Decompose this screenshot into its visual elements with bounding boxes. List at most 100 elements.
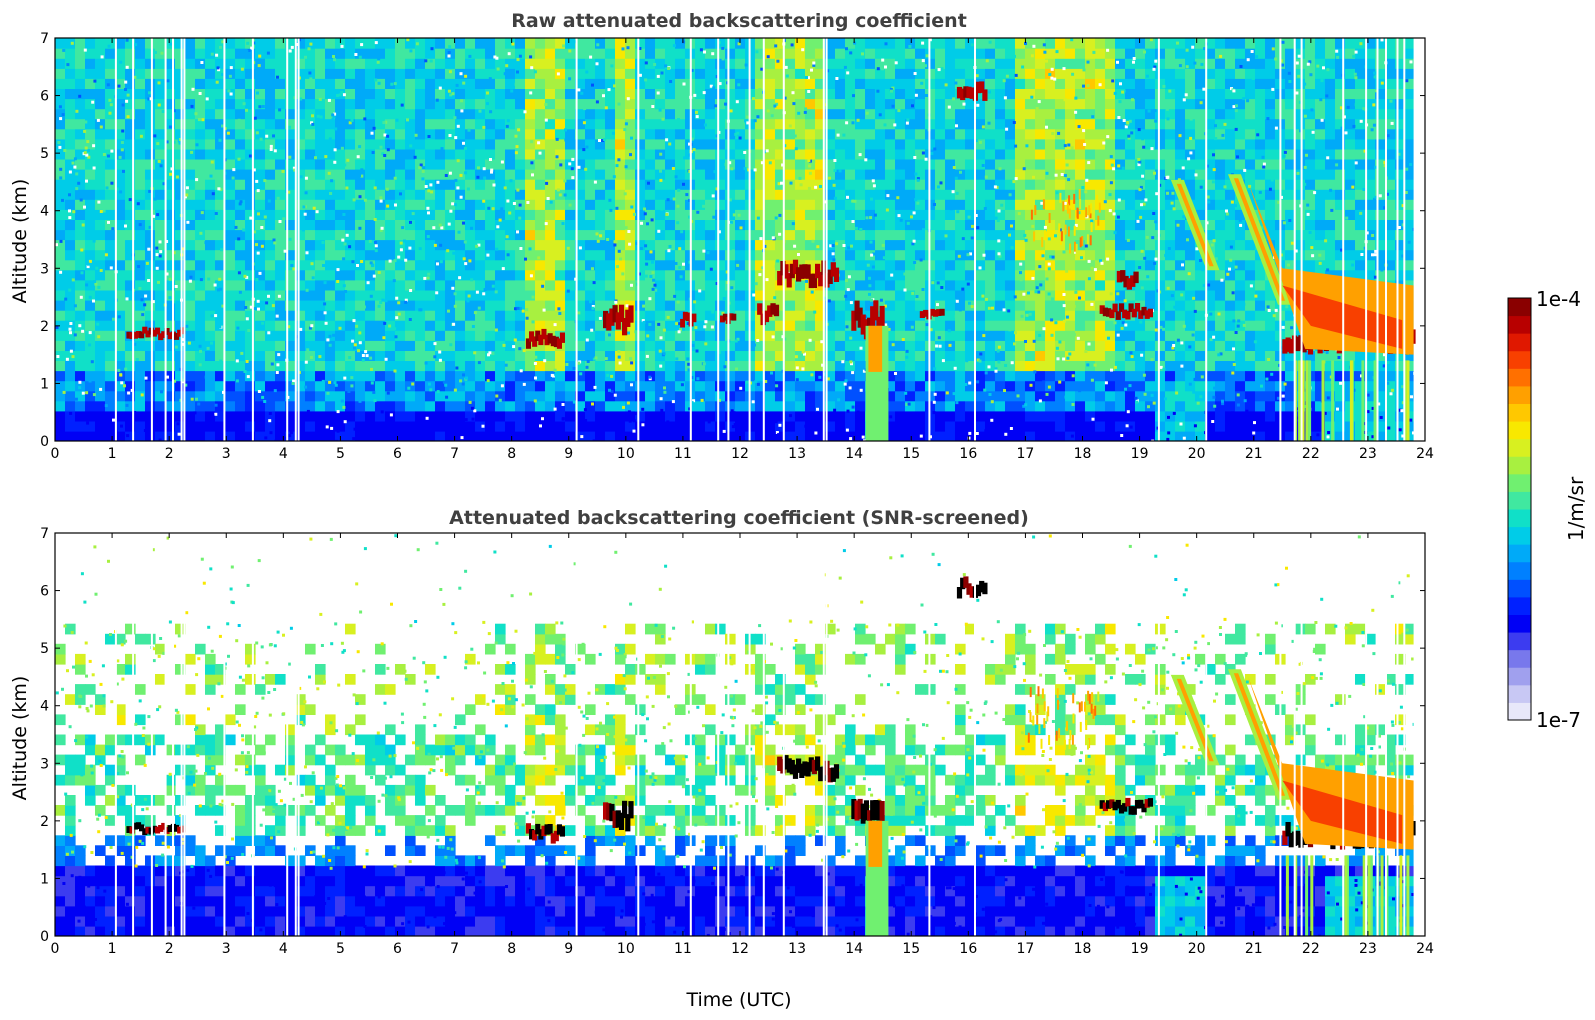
colorbar-step — [1508, 596, 1531, 615]
cloud-layer — [757, 303, 763, 315]
cloud-layer — [870, 306, 876, 327]
virga-streak — [1068, 195, 1071, 206]
cloud-layer — [559, 332, 565, 343]
cloud-layer — [547, 333, 553, 344]
cloud-layer — [808, 757, 814, 772]
colorbar-step — [1508, 368, 1531, 387]
virga-streak — [1060, 231, 1063, 242]
cloud-layer — [796, 267, 802, 282]
cloud-layer — [966, 583, 972, 595]
virga-streak — [1072, 713, 1075, 724]
data-gap-line — [1293, 533, 1296, 936]
cloud-layer — [1285, 337, 1291, 352]
x-tick-label: 15 — [902, 446, 920, 462]
cloud-layer — [132, 822, 138, 830]
cloud-layer — [550, 833, 556, 844]
cloud-layer — [532, 336, 538, 347]
colorbar-step — [1508, 315, 1531, 334]
colorbar: 1e-4 1e-7 1/m/sr — [1507, 287, 1588, 732]
cloud-layer — [556, 338, 562, 349]
colorbar-step — [1508, 385, 1531, 404]
data-gap-line — [1385, 38, 1387, 441]
cloud-layer — [827, 269, 833, 284]
data-gap-line — [1205, 38, 1208, 441]
x-tick-label: 23 — [1359, 941, 1377, 957]
cloud-layer — [622, 318, 628, 336]
cloud-layer — [879, 801, 885, 822]
virga-streak — [1084, 701, 1086, 712]
virga-streak — [1030, 209, 1033, 220]
cloud-layer — [830, 262, 836, 277]
data-gap-line — [727, 533, 730, 936]
cloud-layer — [728, 313, 734, 321]
cloud-layer — [1138, 310, 1144, 319]
cloud-layer — [538, 829, 544, 840]
x-tick-label: 2 — [165, 446, 174, 462]
data-gap-line — [172, 533, 174, 936]
cloud-layer — [1118, 804, 1125, 814]
data-gap-line — [1396, 38, 1399, 441]
cloud-layer — [873, 800, 879, 821]
cloud-layer — [606, 803, 612, 821]
cloud-layer — [1120, 270, 1126, 282]
colorbar-step — [1508, 526, 1531, 545]
virga-streak — [1090, 203, 1093, 214]
cloud-layer — [167, 825, 173, 832]
cloud-layer — [1099, 800, 1105, 809]
colorbar-step — [1508, 509, 1531, 528]
virga-streak — [1044, 230, 1046, 241]
x-tick-label: 23 — [1359, 446, 1377, 462]
cloud-layer — [145, 826, 151, 834]
colorbar-step — [1508, 667, 1531, 686]
cloud-layer — [805, 264, 811, 279]
data-gap-line — [1157, 533, 1160, 936]
virga-streak — [1040, 738, 1043, 749]
virga-streak — [1048, 213, 1051, 223]
cloud-layer — [618, 304, 625, 322]
cloud-layer — [135, 331, 142, 338]
cloud-layer — [151, 329, 157, 337]
x-tick-label: 16 — [959, 941, 977, 957]
cloud-layer — [158, 333, 164, 341]
virga-streak — [1089, 235, 1092, 246]
cloud-layer — [553, 830, 559, 842]
data-gap-line — [294, 533, 297, 936]
cloud-layer — [1123, 275, 1129, 288]
x-tick-label: 0 — [51, 941, 60, 957]
cloud-layer — [180, 327, 186, 335]
virga-streak — [1079, 721, 1082, 732]
cloud-layer — [731, 313, 737, 321]
virga-streak — [1069, 243, 1072, 254]
virga-streak — [1042, 199, 1045, 210]
cloud-layer — [1112, 801, 1118, 811]
heatmap-field — [55, 38, 1425, 441]
cloud-layer — [603, 310, 609, 329]
cloud-layer — [960, 577, 966, 590]
cloud-layer — [154, 327, 161, 335]
cloud-layer — [1133, 271, 1139, 284]
virga-streak — [1090, 703, 1093, 714]
colorbar-unit-label: 1/m/sr — [1564, 476, 1588, 541]
x-tick-label: 9 — [564, 446, 573, 462]
virga-streak — [1096, 195, 1099, 205]
y-tick-label: 2 — [40, 319, 49, 335]
x-tick-label: 1 — [108, 941, 117, 957]
x-tick-label: 4 — [279, 446, 288, 462]
x-tick-label: 5 — [336, 941, 345, 957]
cloud-layer — [538, 334, 544, 346]
cloud-layer — [1144, 310, 1150, 319]
cloud-layer — [1125, 797, 1131, 807]
x-tick-label: 12 — [731, 446, 749, 462]
y-tick-label: 5 — [40, 146, 49, 162]
cloud-layer — [773, 304, 780, 317]
x-tick-label: 1 — [108, 446, 117, 462]
virga-streak — [1056, 688, 1059, 699]
colorbar-step — [1508, 544, 1531, 563]
cloud-layer — [1109, 799, 1115, 808]
y-tick-label: 6 — [40, 584, 49, 600]
data-gap-line — [114, 38, 117, 441]
cloud-layer — [808, 273, 814, 289]
virga-streak — [1036, 714, 1039, 725]
data-gap-line — [183, 533, 186, 936]
cloud-layer — [158, 825, 164, 832]
